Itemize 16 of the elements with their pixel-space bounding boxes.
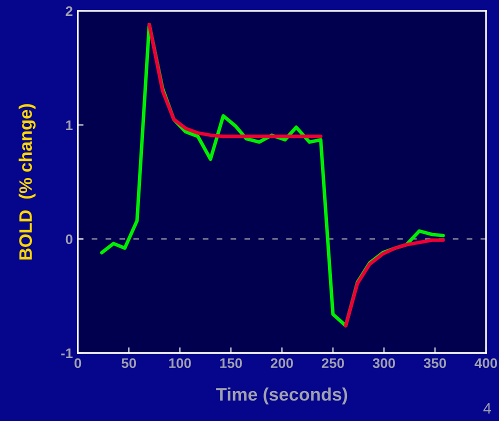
x-axis-title: Time (seconds) [216,387,348,404]
x-tick-label: 200 [270,358,293,368]
y-tick-label: 2 [66,6,72,16]
y-tick-label: -1 [61,348,73,358]
x-tick-label: 150 [220,358,242,368]
x-tick-label: 250 [322,358,344,368]
x-tick-label: 400 [474,358,498,368]
x-tick-label: 350 [424,358,446,368]
text: 4 [483,403,492,414]
x-tick-label: 100 [169,358,191,368]
y-tick-label: 1 [66,120,73,130]
y-tick-label: 0 [66,234,72,244]
x-tick-label: 50 [122,358,136,368]
y-axis-title: BOLD (% change) [18,104,36,260]
x-tick-label: 0 [74,358,82,368]
x-tick-label: 300 [372,358,395,368]
